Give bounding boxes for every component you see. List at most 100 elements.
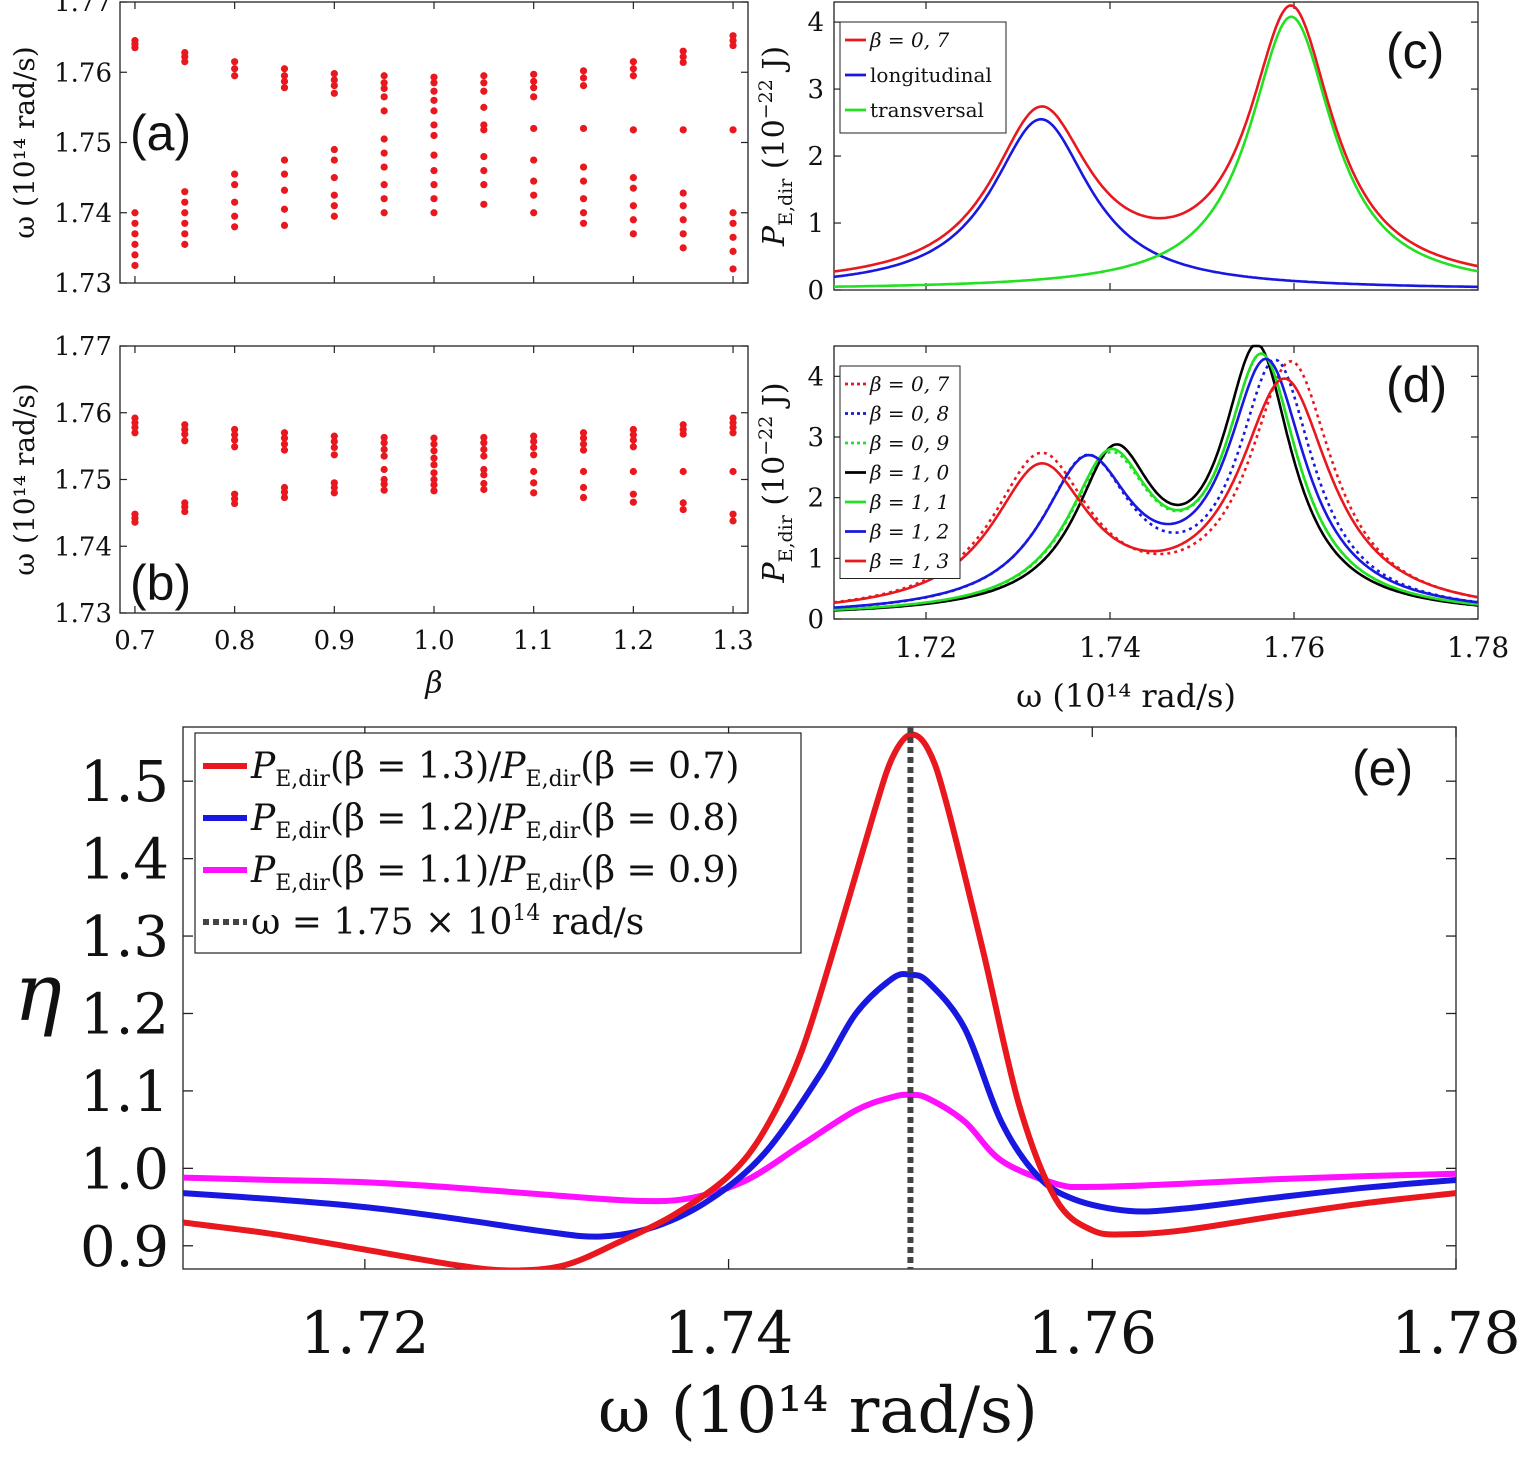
data-point-a	[181, 58, 189, 66]
data-point-a	[530, 77, 538, 85]
data-point-a	[231, 170, 239, 178]
data-point-b	[181, 430, 189, 438]
data-point-a	[579, 74, 588, 82]
data-point-b	[579, 467, 588, 476]
x-tick-label-e: 1.72	[300, 1299, 429, 1367]
data-point-b	[380, 480, 388, 488]
data-point-a	[729, 233, 737, 241]
x-tick-label-e: 1.76	[1028, 1299, 1157, 1367]
data-point-b	[231, 431, 239, 439]
data-point-a	[530, 156, 538, 164]
data-point-a	[380, 72, 388, 80]
data-point-b	[480, 465, 488, 474]
data-point-a	[280, 65, 289, 73]
x-tick-label-b: 1.3	[712, 626, 753, 656]
data-point-b	[729, 429, 737, 437]
data-point-a	[629, 58, 637, 66]
data-point-a	[330, 202, 338, 210]
data-point-b	[530, 443, 538, 452]
data-point-a	[330, 76, 338, 84]
data-point-b	[131, 429, 139, 437]
y-tick-label-e: 1.3	[80, 905, 169, 970]
data-point-a	[530, 124, 538, 133]
data-point-a	[579, 195, 588, 203]
data-point-b	[579, 446, 588, 454]
y-tick-label-b: 1.73	[54, 599, 112, 629]
data-point-a	[330, 156, 338, 164]
data-point-a	[430, 87, 438, 95]
data-point-a	[330, 174, 338, 182]
data-point-b	[629, 498, 637, 506]
panel-label-b: (b)	[130, 555, 191, 611]
data-point-a	[679, 47, 687, 55]
y-tick-label-d: 1	[807, 544, 824, 574]
data-point-a	[480, 167, 488, 175]
data-point-a	[729, 209, 737, 217]
data-point-b	[480, 433, 488, 442]
y-tick-label-d: 3	[807, 423, 824, 453]
data-point-b	[430, 440, 438, 448]
data-point-a	[629, 174, 637, 182]
data-point-a	[231, 58, 239, 66]
y-tick-label-c: 3	[807, 75, 824, 105]
data-point-a	[679, 244, 687, 252]
data-point-b	[729, 517, 737, 525]
data-point-a	[530, 191, 538, 199]
data-point-a	[330, 145, 338, 154]
data-point-a	[679, 126, 687, 134]
data-point-a	[480, 181, 488, 189]
data-point-b	[579, 429, 588, 437]
data-point-a	[231, 212, 239, 220]
y-axis-label-b: ω (10¹⁴ rad/s)	[8, 383, 41, 575]
x-tick-label-d: 1.78	[1447, 631, 1509, 664]
data-point-b	[280, 488, 289, 496]
data-point-a	[280, 170, 289, 178]
data-point-a	[330, 70, 338, 78]
y-tick-label-a: 1.73	[54, 269, 112, 299]
axes-box-d	[833, 345, 1479, 620]
data-point-b	[280, 446, 289, 454]
y-tick-label-e: 0.9	[80, 1215, 169, 1280]
series-line-e-1	[183, 971, 1456, 1240]
data-point-a	[679, 216, 687, 224]
data-point-a	[480, 126, 488, 134]
x-tick-label-d: 1.74	[1079, 631, 1141, 664]
data-point-b	[430, 481, 438, 489]
data-point-a	[430, 209, 438, 217]
legend-label-d: β = 1, 1	[869, 490, 949, 514]
y-tick-label-d: 0	[807, 605, 824, 635]
data-point-a	[280, 72, 289, 80]
data-point-a	[280, 77, 289, 85]
series-line-c-1	[833, 117, 1479, 289]
data-point-b	[231, 425, 239, 434]
data-point-b	[629, 431, 637, 439]
y-axis-label-e: η	[14, 946, 62, 1039]
data-point-b	[480, 479, 488, 488]
data-point-b	[579, 483, 588, 492]
y-tick-label-b: 1.74	[54, 532, 112, 562]
data-point-a	[530, 70, 538, 78]
data-point-b	[430, 461, 438, 469]
data-point-a	[430, 167, 438, 175]
x-axis-label-d: ω (10¹⁴ rad/s)	[1016, 677, 1236, 715]
data-point-a	[280, 186, 289, 194]
data-point-b	[181, 507, 189, 516]
y-tick-label-d: 2	[807, 484, 824, 514]
data-point-b	[330, 432, 338, 440]
panel-b: 1.73 1.74 1.75 1.76 1.77 0.7 0.8 0.9 1.0 1.1 1.2 1.…	[8, 332, 754, 701]
data-point-b	[181, 437, 189, 445]
x-tick-label-b: 0.9	[314, 626, 355, 656]
y-tick-label-e: 1.5	[80, 750, 169, 815]
data-point-a	[131, 261, 139, 270]
axes-box-e	[182, 726, 1457, 1270]
data-point-a	[181, 230, 189, 238]
legend-label-d: β = 0, 8	[869, 402, 949, 426]
y-tick-label-b: 1.75	[54, 466, 112, 496]
legend-label-d: β = 1, 2	[869, 520, 949, 544]
y-tick-label-b: 1.77	[54, 332, 112, 362]
data-point-b	[629, 467, 637, 476]
data-point-b	[330, 443, 338, 452]
data-point-b	[430, 454, 438, 462]
data-point-b	[530, 437, 538, 446]
x-tick-label-b: 0.7	[114, 626, 155, 656]
